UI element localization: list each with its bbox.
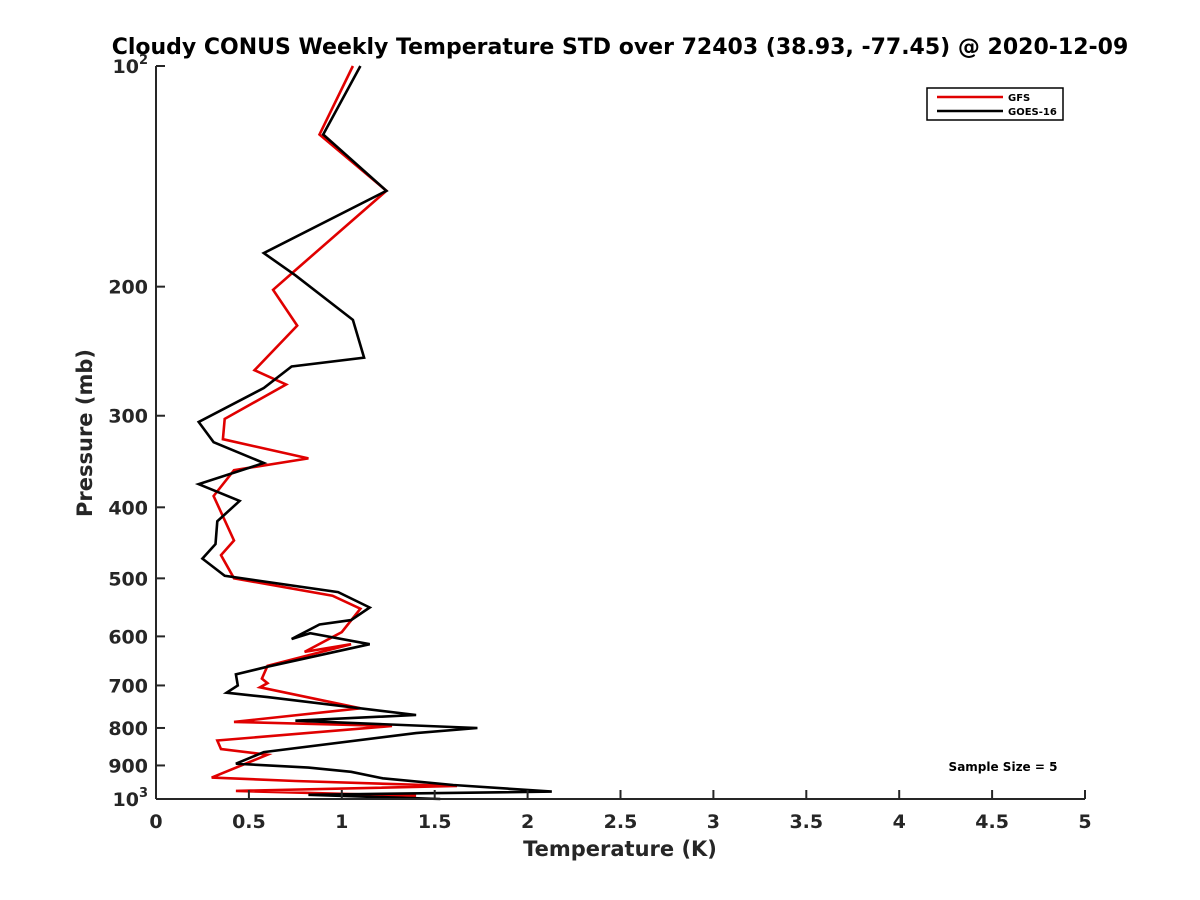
legend-label-goes16: GOES-16 [1008, 107, 1057, 118]
x-tick-label: 0.5 [232, 811, 266, 833]
series-line-gfs [211, 65, 458, 798]
y-tick-label: 700 [108, 675, 148, 697]
x-tick-label: 3 [707, 811, 720, 833]
x-axis-label: Temperature (K) [523, 837, 717, 861]
y-tick-label: 300 [108, 406, 148, 428]
x-tick-label: 2 [521, 811, 534, 833]
x-tick-label: 1 [335, 811, 348, 833]
legend: GFS GOES-16 [926, 87, 1064, 121]
y-tick-label: 800 [108, 718, 148, 740]
y-tick-label: 102 [113, 53, 149, 78]
y-tick-label: 200 [108, 277, 148, 299]
y-tick-label: 500 [108, 568, 148, 590]
x-tick-label: 2.5 [604, 811, 638, 833]
y-axis-ticks: 102 200 300 400 500 600 700 800 900 103 [108, 53, 165, 811]
chart-title: Cloudy CONUS Weekly Temperature STD over… [112, 35, 1129, 60]
x-tick-label: 3.5 [789, 811, 823, 833]
series-layer [194, 65, 552, 801]
legend-box [926, 87, 1064, 121]
y-tick-label: 103 [113, 786, 149, 811]
y-axis-label: Pressure (mb) [73, 349, 97, 517]
legend-label-gfs: GFS [1008, 93, 1030, 104]
y-tick-label: 900 [108, 755, 148, 777]
y-tick-label: 400 [108, 497, 148, 519]
x-tick-label: 5 [1078, 811, 1091, 833]
series-line-goes16 [194, 65, 552, 801]
y-tick-label: 600 [108, 626, 148, 648]
x-tick-label: 4.5 [975, 811, 1009, 833]
x-tick-label: 1.5 [418, 811, 452, 833]
sample-size-annotation: Sample Size = 5 [949, 760, 1058, 774]
x-axis-ticks: 0 0.5 1 1.5 2 2.5 3 3.5 4 4.5 5 [149, 790, 1092, 833]
x-tick-label: 0 [149, 811, 162, 833]
x-tick-label: 4 [893, 811, 906, 833]
